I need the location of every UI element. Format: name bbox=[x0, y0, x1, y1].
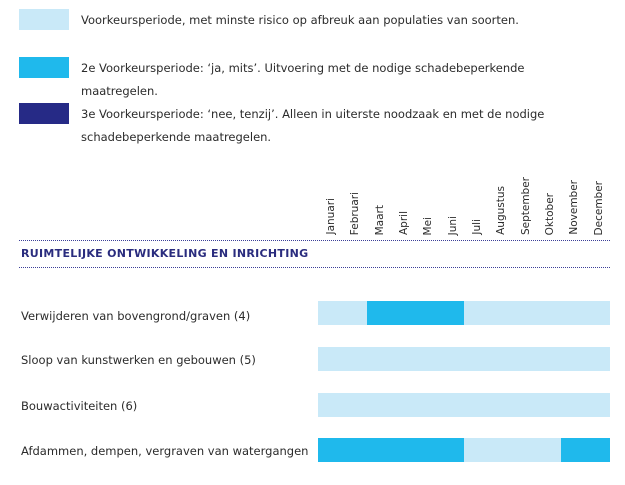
month-cell-februari bbox=[342, 301, 367, 325]
legend-item-1: Voorkeursperiode, met minste risico op a… bbox=[19, 9, 601, 32]
month-label-september: September bbox=[520, 176, 532, 235]
month-cell-mei bbox=[415, 347, 440, 371]
legend-swatch-light bbox=[19, 9, 69, 30]
legend-text: Voorkeursperiode, met minste risico op a… bbox=[81, 13, 519, 27]
legend-text: 3e Voorkeursperiode: ‘nee, tenzij’. Alle… bbox=[81, 107, 545, 144]
month-cell-juni bbox=[439, 301, 464, 325]
month-cell-april bbox=[390, 301, 416, 325]
month-cell-maart bbox=[366, 438, 391, 462]
month-cell-augustus bbox=[488, 438, 513, 462]
month-cell-november bbox=[561, 301, 586, 325]
month-cell-juli bbox=[463, 438, 489, 462]
month-cell-juni bbox=[439, 438, 464, 462]
month-cell-januari bbox=[318, 301, 343, 325]
month-cell-november bbox=[561, 438, 586, 462]
month-cell-december bbox=[585, 301, 610, 325]
month-cell-december bbox=[585, 347, 610, 371]
divider-top bbox=[19, 240, 610, 241]
month-cell-januari bbox=[318, 347, 343, 371]
month-label-april: April bbox=[398, 211, 410, 235]
month-cell-december bbox=[585, 438, 610, 462]
month-cell-augustus bbox=[488, 301, 513, 325]
month-cell-februari bbox=[342, 347, 367, 371]
month-cell-mei bbox=[415, 438, 440, 462]
month-label-mei: Mei bbox=[422, 216, 434, 235]
month-cell-september bbox=[512, 438, 537, 462]
divider-bottom bbox=[19, 267, 610, 268]
legend-swatch-medium bbox=[19, 57, 69, 78]
month-cell-juli bbox=[463, 393, 489, 417]
month-cell-februari bbox=[342, 438, 367, 462]
month-label-juli: Juli bbox=[471, 219, 483, 235]
month-cell-oktober bbox=[536, 347, 562, 371]
month-cell-april bbox=[390, 347, 416, 371]
month-cell-juni bbox=[439, 393, 464, 417]
month-cell-april bbox=[390, 393, 416, 417]
row-label: Bouwactiviteiten (6) bbox=[21, 399, 138, 413]
month-cell-augustus bbox=[488, 393, 513, 417]
period-bar bbox=[318, 393, 610, 417]
month-cell-mei bbox=[415, 301, 440, 325]
month-cell-juni bbox=[439, 347, 464, 371]
month-cell-juli bbox=[463, 301, 489, 325]
month-cell-september bbox=[512, 301, 537, 325]
period-bar bbox=[318, 347, 610, 371]
month-label-maart: Maart bbox=[374, 204, 386, 235]
month-cell-september bbox=[512, 393, 537, 417]
month-cell-januari bbox=[318, 438, 343, 462]
month-cell-oktober bbox=[536, 301, 562, 325]
month-label-juni: Juni bbox=[447, 215, 459, 235]
legend-text: 2e Voorkeursperiode: ‘ja, mits’. Uitvoer… bbox=[81, 61, 525, 98]
legend-item-2: 2e Voorkeursperiode: ‘ja, mits’. Uitvoer… bbox=[19, 57, 601, 103]
month-cell-oktober bbox=[536, 438, 562, 462]
month-cell-september bbox=[512, 347, 537, 371]
row-label: Afdammen, dempen, vergraven van watergan… bbox=[21, 444, 309, 458]
month-cell-november bbox=[561, 347, 586, 371]
month-label-februari: Februari bbox=[349, 191, 361, 235]
period-bar bbox=[318, 438, 610, 462]
month-cell-april bbox=[390, 438, 416, 462]
period-bar bbox=[318, 301, 610, 325]
month-cell-maart bbox=[366, 393, 391, 417]
month-cell-mei bbox=[415, 393, 440, 417]
legend-item-3: 3e Voorkeursperiode: ‘nee, tenzij’. Alle… bbox=[19, 103, 601, 149]
month-label-oktober: Oktober bbox=[544, 192, 556, 235]
month-cell-augustus bbox=[488, 347, 513, 371]
month-cell-maart bbox=[366, 301, 391, 325]
month-label-december: December bbox=[593, 180, 605, 235]
month-cell-november bbox=[561, 393, 586, 417]
month-label-augustus: Augustus bbox=[495, 186, 507, 235]
month-cell-juli bbox=[463, 347, 489, 371]
legend-swatch-dark bbox=[19, 103, 69, 124]
month-cell-maart bbox=[366, 347, 391, 371]
row-label: Sloop van kunstwerken en gebouwen (5) bbox=[21, 353, 256, 367]
month-label-januari: Januari bbox=[325, 198, 337, 235]
row-label: Verwijderen van bovengrond/graven (4) bbox=[21, 309, 251, 323]
month-cell-februari bbox=[342, 393, 367, 417]
month-cell-januari bbox=[318, 393, 343, 417]
section-title: RUIMTELIJKE ONTWIKKELING EN INRICHTING bbox=[21, 247, 309, 260]
month-cell-oktober bbox=[536, 393, 562, 417]
month-cell-december bbox=[585, 393, 610, 417]
month-label-november: November bbox=[568, 180, 580, 235]
